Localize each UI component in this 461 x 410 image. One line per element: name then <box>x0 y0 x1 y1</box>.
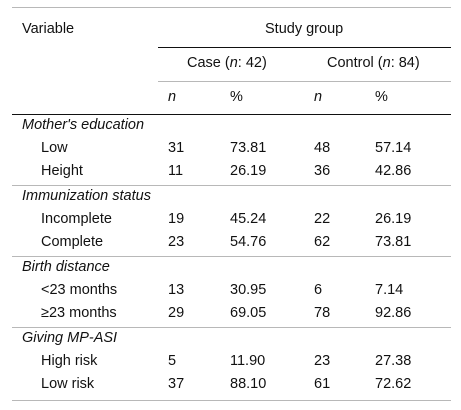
data-table: Variable Study group Case (n: 42) Contro… <box>12 7 451 401</box>
row-label: <23 months <box>41 282 118 298</box>
cell-case-n: 31 <box>168 140 185 156</box>
cell-case-n: 29 <box>168 305 185 321</box>
cell-control-n: 61 <box>314 376 331 392</box>
row-label: Incomplete <box>41 211 112 227</box>
header-case: Case (n: 42) <box>187 55 267 71</box>
cell-case-pct: 73.81 <box>230 140 267 156</box>
row-label: Low <box>41 140 68 156</box>
col-case-pct: % <box>230 89 243 105</box>
cell-case-n: 19 <box>168 211 185 227</box>
row-label: ≥23 months <box>41 305 117 321</box>
cell-control-n: 6 <box>314 282 323 298</box>
cell-control-pct: 57.14 <box>375 140 412 156</box>
cell-case-pct: 30.95 <box>230 282 267 298</box>
cell-control-n: 23 <box>314 353 331 369</box>
row-label: Low risk <box>41 376 95 392</box>
cell-case-pct: 45.24 <box>230 211 267 227</box>
row-label: Height <box>41 163 83 179</box>
cell-control-pct: 72.62 <box>375 376 412 392</box>
row-label: Complete <box>41 234 104 250</box>
cell-case-n: 23 <box>168 234 185 250</box>
section-title: Birth distance <box>22 259 110 275</box>
section-title: Mother's education <box>22 117 145 133</box>
cell-case-pct: 54.76 <box>230 234 267 250</box>
cell-case-pct: 11.90 <box>230 353 266 369</box>
cell-control-pct: 73.81 <box>375 234 412 250</box>
section-divider <box>12 327 451 328</box>
cell-case-pct: 26.19 <box>230 163 267 179</box>
col-case-n: n <box>168 89 177 105</box>
cell-case-n: 11 <box>168 163 184 179</box>
cell-control-pct: 26.19 <box>375 211 412 227</box>
cell-control-pct: 27.38 <box>375 353 412 369</box>
header-control: Control (n: 84) <box>327 55 420 71</box>
cell-control-pct: 92.86 <box>375 305 412 321</box>
cell-case-n: 37 <box>168 376 185 392</box>
cell-control-n: 78 <box>314 305 331 321</box>
cell-control-n: 36 <box>314 163 331 179</box>
cell-control-n: 22 <box>314 211 331 227</box>
cell-control-n: 62 <box>314 234 331 250</box>
cell-control-pct: 42.86 <box>375 163 412 179</box>
cell-case-pct: 69.05 <box>230 305 267 321</box>
header-variable: Variable <box>22 21 75 37</box>
study-group-rule <box>158 47 451 48</box>
section-title: Giving MP-ASI <box>22 330 118 346</box>
section-divider <box>12 256 451 257</box>
row-label: High risk <box>41 353 98 369</box>
cell-case-pct: 88.10 <box>230 376 267 392</box>
col-control-n: n <box>314 89 323 105</box>
header-body-rule <box>12 114 451 115</box>
cell-control-pct: 7.14 <box>375 282 404 298</box>
cell-case-n: 5 <box>168 353 177 369</box>
cell-control-n: 48 <box>314 140 331 156</box>
header-study-group: Study group <box>265 21 344 37</box>
subheader-rule <box>158 81 451 82</box>
col-control-pct: % <box>375 89 388 105</box>
cell-case-n: 13 <box>168 282 185 298</box>
section-divider <box>12 185 451 186</box>
section-title: Immunization status <box>22 188 151 204</box>
